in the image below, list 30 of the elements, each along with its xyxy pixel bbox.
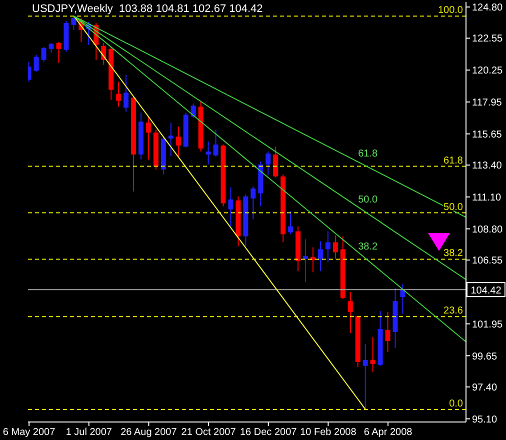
annotation: 61.8 [358,148,378,160]
annotation: 61.8 [444,155,464,166]
y-tick-label: 120.25 [472,66,504,77]
x-tick-label: 26 Aug 2007 [120,427,178,438]
annotation: 0.0 [449,398,464,410]
y-tick-label: 108.80 [472,224,504,236]
annotation: 23.6 [444,306,464,317]
y-tick-label: 117.95 [472,98,502,109]
annotation: 38.2 [358,242,378,253]
ref-line-label: 104.42 [470,286,502,297]
x-tick-label: 21 Oct 2007 [181,427,236,438]
x-tick-label: 6 May 2007 [2,427,56,438]
x-tick-label: 1 Jul 2007 [66,427,112,438]
y-tick-label: 99.65 [472,351,498,362]
y-tick-label: 97.40 [472,382,498,394]
y-tick-label: 106.55 [472,256,504,267]
y-tick-label: 111.10 [472,192,502,204]
y-tick-label: 124.80 [472,2,504,14]
x-tick-label: 16 Dec 2007 [240,427,298,438]
x-tick-label: 6 Apr 2008 [364,427,413,438]
y-tick-label: 115.65 [472,129,502,140]
y-tick-label: 95.10 [472,414,498,426]
y-tick-label: 101.95 [472,319,504,330]
annotation: 100.0 [438,5,464,16]
chart-title: USDJPY,Weekly 103.88 104.81 102.67 104.42 [32,3,263,15]
annotation: 50.0 [358,194,378,206]
y-tick-label: 113.40 [472,160,502,172]
annotation: 38.2 [444,248,464,260]
x-tick-label: 10 Feb 2008 [300,427,357,438]
y-tick-label: 122.55 [472,34,504,45]
